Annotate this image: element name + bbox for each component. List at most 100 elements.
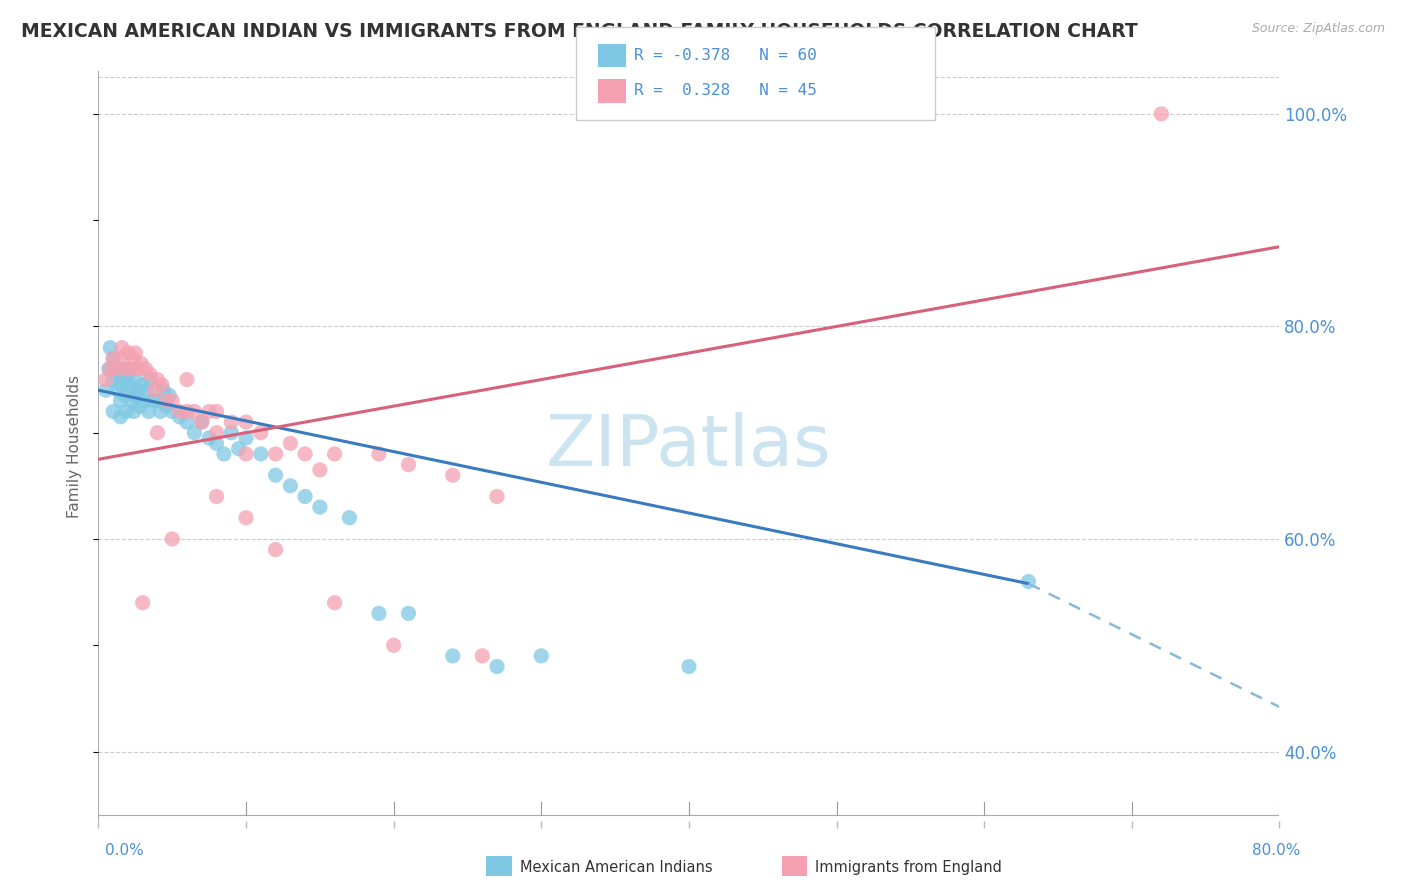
Point (136, 383, 159, 397)
Point (121, 393, 143, 408)
Point (152, 383, 174, 397)
Text: R =  0.328   N = 45: R = 0.328 N = 45 (634, 84, 817, 98)
Point (368, 607, 391, 621)
Point (162, 393, 183, 408)
Point (128, 399, 150, 413)
Point (235, 447, 257, 461)
Point (107, 383, 129, 397)
Point (120, 362, 142, 376)
Point (110, 393, 132, 408)
Point (103, 351, 125, 366)
Point (198, 431, 221, 445)
Point (155, 393, 177, 408)
Point (132, 596, 155, 610)
Point (250, 447, 273, 461)
Point (250, 425, 273, 440)
Point (94, 373, 117, 387)
Point (118, 377, 141, 392)
Point (115, 404, 138, 418)
Point (149, 404, 172, 418)
Point (309, 463, 332, 477)
Point (205, 490, 228, 504)
Point (111, 341, 134, 355)
Point (1018, 574, 1040, 589)
Point (235, 415, 257, 429)
Point (146, 373, 169, 387)
Point (678, 659, 700, 673)
Point (112, 373, 135, 387)
Point (143, 383, 166, 397)
Point (294, 490, 316, 504)
Point (105, 368, 128, 382)
Point (117, 346, 139, 360)
Point (155, 399, 177, 413)
Point (150, 377, 173, 392)
Point (205, 425, 228, 440)
Point (124, 388, 146, 402)
Point (486, 490, 509, 504)
Point (235, 510, 257, 524)
Point (139, 373, 162, 387)
Point (127, 383, 149, 397)
Point (122, 351, 145, 366)
Point (157, 388, 180, 402)
Point (398, 607, 420, 621)
Point (162, 404, 183, 418)
Point (138, 404, 160, 418)
Point (382, 638, 405, 652)
Point (486, 659, 509, 673)
Point (103, 351, 125, 366)
Point (264, 542, 287, 557)
Point (103, 404, 125, 418)
Point (441, 468, 464, 483)
Point (94, 383, 117, 397)
Point (191, 415, 214, 429)
Point (1150, 107, 1173, 121)
Point (191, 415, 214, 429)
Point (205, 436, 228, 450)
Point (176, 373, 198, 387)
Point (221, 415, 243, 429)
Text: Source: ZipAtlas.com: Source: ZipAtlas.com (1251, 22, 1385, 36)
Point (398, 458, 420, 472)
Point (169, 404, 191, 418)
Point (111, 362, 134, 376)
Text: 80.0%: 80.0% (1253, 843, 1301, 858)
Point (176, 415, 198, 429)
Text: MEXICAN AMERICAN INDIAN VS IMMIGRANTS FROM ENGLAND FAMILY HOUSEHOLDS CORRELATION: MEXICAN AMERICAN INDIAN VS IMMIGRANTS FR… (21, 22, 1137, 41)
Point (264, 468, 287, 483)
Text: ZIPatlas: ZIPatlas (546, 411, 832, 481)
Point (471, 648, 494, 663)
Point (132, 377, 155, 392)
Point (146, 393, 169, 408)
Point (142, 393, 165, 408)
Point (212, 447, 235, 461)
Point (110, 351, 132, 366)
Point (235, 431, 257, 445)
Y-axis label: Family Households: Family Households (67, 375, 83, 517)
Point (105, 362, 128, 376)
Point (146, 425, 169, 440)
Point (162, 532, 183, 546)
Point (228, 442, 250, 456)
Point (221, 425, 243, 440)
Point (124, 346, 146, 360)
Point (129, 357, 152, 371)
Point (98, 362, 121, 376)
Point (368, 447, 391, 461)
Text: Immigrants from England: Immigrants from England (815, 860, 1002, 874)
Point (110, 409, 132, 424)
Point (122, 404, 145, 418)
Point (127, 362, 149, 376)
Point (134, 393, 156, 408)
Point (135, 362, 157, 376)
Point (441, 648, 464, 663)
Text: R = -0.378   N = 60: R = -0.378 N = 60 (634, 48, 817, 62)
Point (339, 510, 361, 524)
Point (117, 368, 139, 382)
Text: 0.0%: 0.0% (105, 843, 145, 858)
Point (198, 404, 221, 418)
Point (264, 447, 287, 461)
Point (139, 368, 162, 382)
Point (294, 447, 316, 461)
